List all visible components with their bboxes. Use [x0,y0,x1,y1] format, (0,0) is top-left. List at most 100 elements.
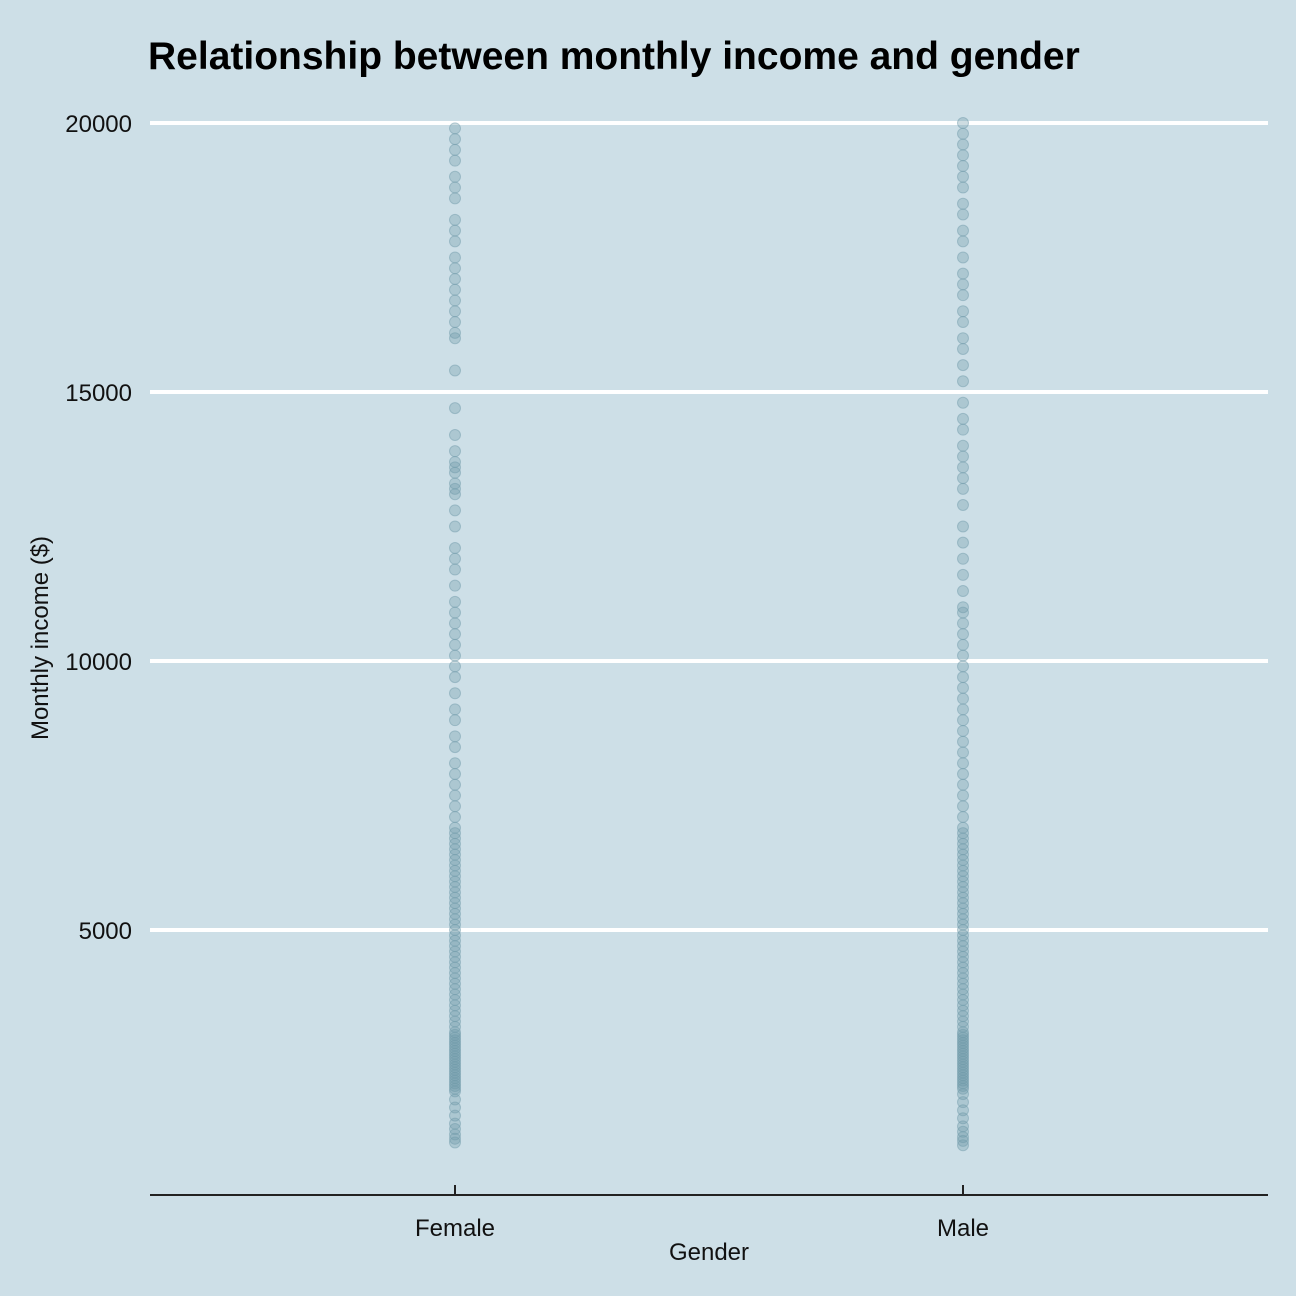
point-female [449,961,461,974]
point-male [957,977,969,990]
point-female [449,262,461,275]
point-female [449,1058,461,1071]
point-male [957,1031,969,1044]
point-female [449,886,461,899]
point-male [957,1020,969,1033]
point-female [449,660,461,673]
point-male [957,375,969,388]
point-female [449,977,461,990]
y-tick-label-20000: 20000 [65,111,132,138]
point-female [449,854,461,867]
point-male [957,1047,969,1060]
point-male [957,1053,969,1066]
point-male [957,956,969,969]
point-male [957,934,969,947]
point-male [957,983,969,996]
point-male [957,811,969,824]
point-male [957,396,969,409]
point-male [957,1071,969,1084]
point-female [449,192,461,205]
point-male [957,305,969,318]
point-female [449,1050,461,1063]
point-male [957,628,969,641]
point-female [449,993,461,1006]
point-female [449,429,461,442]
point-female [449,552,461,565]
point-female [449,1015,461,1028]
point-male [957,1134,969,1147]
point-female [449,542,461,555]
point-female [449,837,461,850]
point-female [449,1082,461,1095]
point-female [449,714,461,727]
point-male [957,886,969,899]
point-male [957,988,969,1001]
point-female [449,1053,461,1066]
point-male [957,703,969,716]
x-axis-title: Gender [669,1239,749,1266]
point-female [449,848,461,861]
chart-title: Relationship between monthly income and … [148,35,1080,78]
point-male [957,1088,969,1101]
point-female [449,789,461,802]
point-male [957,714,969,727]
point-male [957,461,969,474]
point-female [449,461,461,474]
point-female [449,811,461,824]
point-male [957,913,969,926]
point-female [449,800,461,813]
point-male [957,1139,969,1152]
point-male [957,359,969,372]
point-male [957,972,969,985]
point-male [957,1058,969,1071]
point-male [957,552,969,565]
point-male [957,606,969,619]
point-male [957,999,969,1012]
point-male [957,859,969,872]
point-male [957,660,969,673]
point-male [957,1055,969,1068]
point-male [957,1010,969,1023]
point-female [449,902,461,915]
point-male [957,961,969,974]
point-male [957,251,969,264]
point-female [449,687,461,700]
y-tick-label-15000: 15000 [65,380,132,407]
y-axis-ticks: 5000 10000 15000 20000 [65,111,132,945]
point-male [957,789,969,802]
point-female [449,934,461,947]
point-female [449,1010,461,1023]
point-female [449,1093,461,1106]
point-male [957,149,969,162]
point-male [957,800,969,813]
point-male [957,1120,969,1133]
point-male [957,967,969,980]
point-female [449,595,461,608]
point-male [957,1034,969,1047]
point-male [957,880,969,893]
point-male [957,843,969,856]
point-female [449,364,461,377]
point-male [957,235,969,248]
point-male [957,1042,969,1055]
point-female [449,477,461,490]
point-female [449,224,461,237]
point-female [449,1109,461,1122]
point-female [449,870,461,883]
grid-lines [150,121,1268,932]
point-female [449,1045,461,1058]
point-male [957,1026,969,1039]
point-female [449,316,461,329]
point-male [957,181,969,194]
point-male [957,472,969,485]
point-female [449,988,461,1001]
point-male [957,267,969,280]
point-female [449,907,461,920]
point-female [449,143,461,156]
point-female [449,332,461,345]
point-female [449,445,461,458]
point-female [449,940,461,953]
point-female [449,945,461,958]
point-male [957,832,969,845]
point-male [957,746,969,759]
